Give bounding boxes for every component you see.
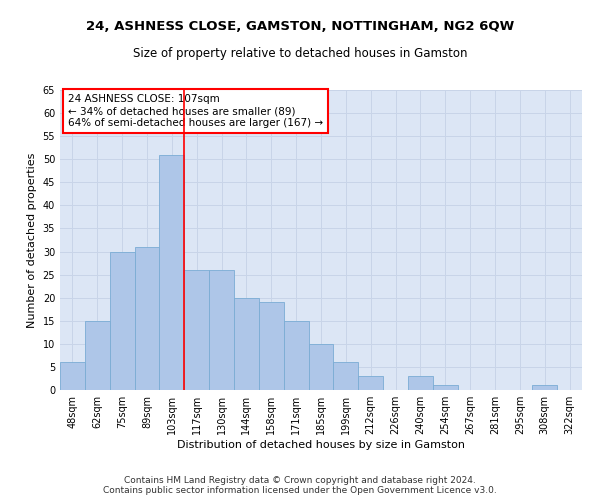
Bar (60, 362, 85, 390)
Bar (110, 252, 134, 390)
Bar (209, 270, 234, 390)
Bar (184, 270, 209, 390)
Bar (433, 386, 458, 390)
X-axis label: Distribution of detached houses by size in Gamston: Distribution of detached houses by size … (177, 440, 465, 450)
Bar (160, 154, 184, 390)
Text: 24, ASHNESS CLOSE, GAMSTON, NOTTINGHAM, NG2 6QW: 24, ASHNESS CLOSE, GAMSTON, NOTTINGHAM, … (86, 20, 514, 33)
Bar (284, 321, 308, 390)
Text: Size of property relative to detached houses in Gamston: Size of property relative to detached ho… (133, 48, 467, 60)
Bar (308, 344, 334, 390)
Y-axis label: Number of detached properties: Number of detached properties (27, 152, 37, 328)
Text: Contains HM Land Registry data © Crown copyright and database right 2024.
Contai: Contains HM Land Registry data © Crown c… (103, 476, 497, 495)
Bar (358, 376, 383, 390)
Bar (259, 302, 284, 390)
Bar (234, 298, 259, 390)
Bar (334, 362, 358, 390)
Text: 24 ASHNESS CLOSE: 107sqm
← 34% of detached houses are smaller (89)
64% of semi-d: 24 ASHNESS CLOSE: 107sqm ← 34% of detach… (68, 94, 323, 128)
Bar (85, 321, 110, 390)
Bar (408, 376, 433, 390)
Bar (532, 386, 557, 390)
Bar (134, 247, 160, 390)
